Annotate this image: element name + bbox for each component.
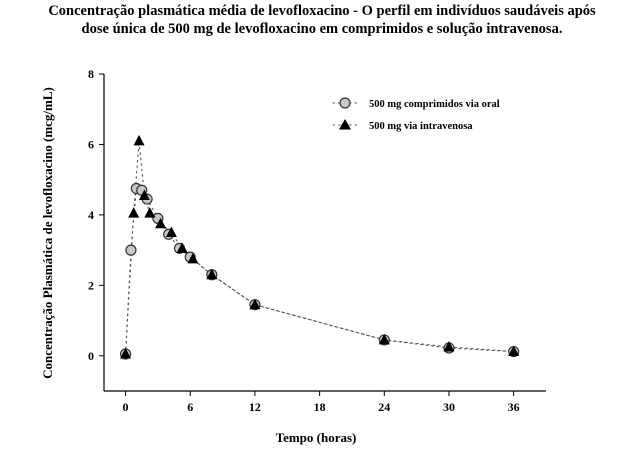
chart-title-line2: dose única de 500 mg de levofloxacino em… (81, 21, 563, 37)
legend-marker-oral (339, 97, 351, 109)
x-tick-label: 18 (314, 400, 326, 414)
x-tick-label: 0 (123, 400, 129, 414)
data-point-iv (508, 345, 520, 357)
series-line-2 (125, 140, 515, 355)
y-axis-label: Concentração Plasmática de levofloxacino… (40, 87, 55, 379)
y-tick-label: 4 (88, 208, 94, 222)
x-axis-label: Tempo (horas) (276, 430, 357, 445)
series-line-1 (125, 187, 515, 355)
legend-marker-iv (339, 119, 351, 130)
data-point-oral (125, 244, 137, 256)
data-point-iv (187, 252, 199, 264)
data-point-iv (443, 340, 455, 352)
data-point-iv (138, 189, 150, 201)
x-tick-label: 12 (249, 400, 261, 414)
data-point-iv (176, 242, 188, 253)
data-point-iv (165, 226, 177, 237)
data-point-iv (128, 207, 140, 218)
y-tick-label: 0 (88, 349, 94, 363)
legend-label-1: 500 mg comprimidos via oral (369, 99, 500, 110)
data-point-iv (144, 207, 156, 218)
y-tick-label: 8 (88, 67, 94, 81)
legend-label-2: 500 mg via intravenosa (369, 121, 473, 132)
x-tick-label: 30 (443, 400, 455, 414)
y-tick-label: 6 (88, 137, 94, 151)
data-point-iv (120, 348, 132, 359)
data-point-iv (206, 268, 218, 280)
data-point-iv (249, 298, 261, 310)
x-tick-label: 36 (508, 400, 520, 414)
chart-title-line1: Concentração plasmática média de levoflo… (48, 3, 596, 19)
chart-title: Concentração plasmática média de levoflo… (0, 2, 644, 38)
data-point-iv (378, 333, 390, 345)
x-tick-label: 24 (378, 400, 390, 414)
y-tick-label: 2 (88, 278, 94, 292)
data-point-iv (133, 134, 145, 146)
x-tick-label: 6 (187, 400, 193, 414)
data-point-iv (155, 217, 167, 229)
